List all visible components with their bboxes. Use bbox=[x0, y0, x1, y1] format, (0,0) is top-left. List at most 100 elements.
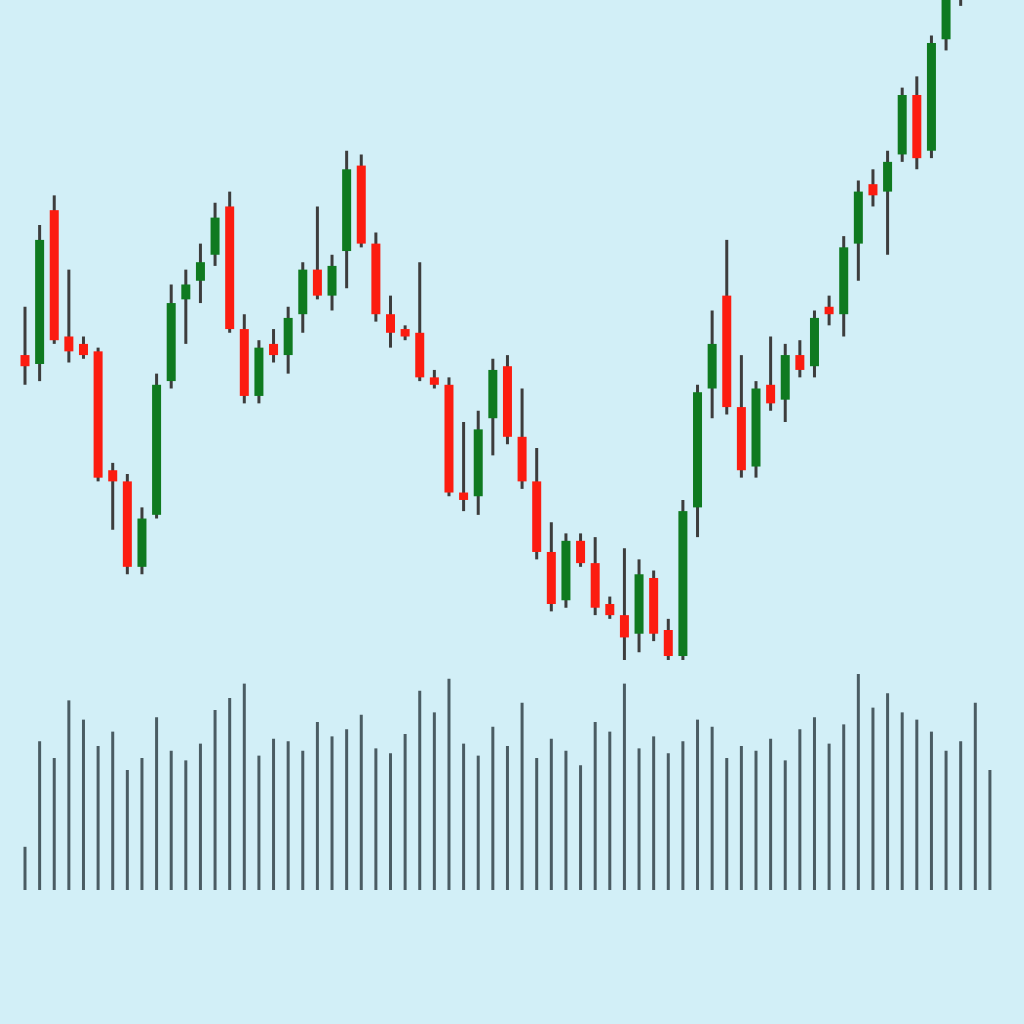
candle bbox=[959, 0, 963, 6]
candle-body-bearish bbox=[649, 577, 659, 634]
candle bbox=[210, 202, 220, 266]
candle bbox=[137, 507, 147, 575]
candle-body-bearish bbox=[93, 351, 103, 478]
candle-body-bullish bbox=[853, 191, 863, 244]
candle bbox=[897, 87, 907, 162]
candle bbox=[298, 262, 308, 333]
candle bbox=[839, 236, 849, 337]
candle bbox=[693, 384, 703, 538]
candle-body-bullish bbox=[181, 284, 191, 300]
candle bbox=[824, 295, 834, 326]
candle-body-bearish bbox=[122, 481, 132, 567]
candle-body-bullish bbox=[137, 518, 147, 567]
candle-body-bullish bbox=[254, 347, 264, 396]
candle bbox=[181, 269, 191, 344]
candle-body-bearish bbox=[532, 481, 542, 552]
candle-body-bullish bbox=[693, 392, 703, 508]
candle-body-bullish bbox=[195, 262, 205, 281]
candle-body-bearish bbox=[517, 436, 527, 482]
candle-body-bullish bbox=[283, 317, 293, 356]
candle bbox=[342, 150, 352, 289]
candle-body-bearish bbox=[239, 329, 249, 396]
candle-body-bearish bbox=[576, 540, 586, 564]
candle-body-bearish bbox=[824, 306, 834, 315]
candle bbox=[678, 499, 688, 660]
candle bbox=[415, 262, 425, 382]
candle-body-bullish bbox=[35, 239, 45, 364]
candle-body-bearish bbox=[49, 210, 59, 341]
candle bbox=[239, 314, 249, 404]
candle bbox=[225, 191, 235, 333]
candle bbox=[619, 548, 629, 660]
candle-body-bearish bbox=[312, 269, 322, 296]
candle-body-bearish bbox=[78, 343, 88, 356]
candle bbox=[444, 377, 454, 497]
candle-body-bullish bbox=[634, 574, 644, 634]
candle-body-bullish bbox=[707, 343, 717, 389]
candle-body-bullish bbox=[941, 0, 951, 40]
candle bbox=[371, 232, 381, 322]
candle bbox=[283, 306, 293, 374]
candle bbox=[49, 195, 59, 344]
candle bbox=[400, 325, 410, 341]
candle-body-bearish bbox=[459, 492, 469, 500]
candle-body-bearish bbox=[722, 295, 732, 408]
candle-body-bullish bbox=[152, 384, 162, 515]
candle-body-bullish bbox=[298, 269, 308, 315]
candle bbox=[312, 206, 322, 300]
candle-body-bearish bbox=[605, 603, 615, 616]
candle bbox=[736, 355, 746, 478]
candle bbox=[166, 284, 176, 389]
candle-body-bullish bbox=[883, 161, 893, 192]
candle bbox=[868, 169, 878, 207]
candle bbox=[20, 306, 30, 385]
candle bbox=[269, 329, 279, 363]
candle-body-bullish bbox=[210, 217, 220, 255]
candle-body-bullish bbox=[839, 247, 849, 315]
candle bbox=[634, 559, 644, 653]
candle-body-bearish bbox=[590, 563, 600, 608]
candle-body-bearish bbox=[444, 384, 454, 493]
candle-body-bearish bbox=[371, 243, 381, 315]
candle bbox=[254, 340, 264, 404]
candle-body-bearish bbox=[502, 366, 512, 437]
candle bbox=[327, 254, 337, 311]
candle-body-bullish bbox=[473, 429, 483, 497]
candle bbox=[386, 295, 395, 348]
candle bbox=[912, 76, 922, 170]
candle-body-bearish bbox=[619, 615, 629, 638]
candle bbox=[707, 310, 717, 419]
candle-body-bullish bbox=[780, 355, 790, 400]
candle bbox=[576, 533, 586, 567]
candle-body-bullish bbox=[897, 95, 907, 155]
candle bbox=[722, 239, 732, 415]
candle bbox=[459, 421, 469, 512]
candle bbox=[780, 343, 790, 422]
candle bbox=[809, 310, 819, 378]
candle-body-bearish bbox=[269, 343, 279, 356]
candle bbox=[883, 150, 893, 255]
candle-body-bullish bbox=[809, 317, 819, 367]
volume-panel bbox=[0, 640, 1024, 910]
candle bbox=[926, 35, 936, 159]
candle-body-bullish bbox=[561, 540, 571, 601]
candle-body-bearish bbox=[386, 314, 395, 333]
candle bbox=[195, 243, 205, 304]
candle bbox=[853, 180, 863, 281]
candle-body-bearish bbox=[415, 332, 425, 378]
candle bbox=[78, 336, 88, 359]
candle bbox=[64, 269, 74, 363]
candle-body-bullish bbox=[327, 265, 337, 296]
candle-body-bullish bbox=[751, 388, 761, 467]
candle-body-bearish bbox=[225, 206, 235, 330]
candle bbox=[546, 522, 556, 612]
candle-body-bearish bbox=[108, 470, 118, 482]
candle-body-bearish bbox=[64, 336, 74, 352]
candle-body-bearish bbox=[400, 329, 410, 337]
candle-body-bearish bbox=[912, 95, 922, 159]
candle-body-bearish bbox=[663, 630, 673, 657]
price-panel bbox=[20, 0, 963, 660]
candle bbox=[751, 381, 761, 478]
candle-body-bullish bbox=[488, 369, 498, 419]
